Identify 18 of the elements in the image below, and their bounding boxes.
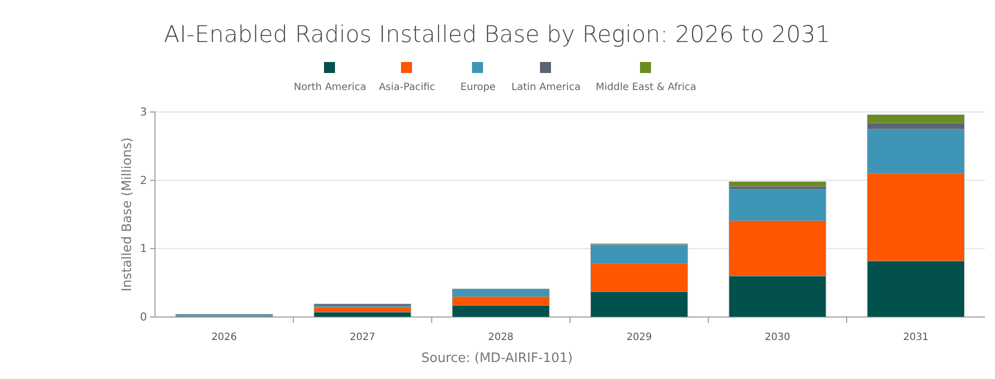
y-tick-label: 0 (140, 310, 147, 324)
x-tick-label: 2029 (626, 332, 652, 343)
y-tick-label: 1 (140, 242, 147, 256)
x-tick-label: 2030 (764, 332, 790, 343)
source-note: Source: (MD-AIRIF-101) (421, 351, 573, 366)
x-tick-label: 2027 (350, 332, 376, 343)
y-tick-label: 2 (140, 174, 147, 187)
legend-label: Asia-Pacific (378, 82, 436, 93)
x-tick-label: 2026 (211, 332, 237, 343)
y-axis-title: Installed Base (Millions) (120, 137, 135, 292)
legend-label: Latin America (511, 82, 581, 93)
legend-label: North America (294, 82, 366, 93)
legend-label: Middle East & Africa (596, 82, 696, 93)
x-tick-label: 2031 (903, 332, 929, 343)
legend-label: Europe (460, 82, 496, 93)
y-tick-label: 3 (140, 106, 147, 119)
chart-title: AI-Enabled Radios Installed Base by Region: 2026 to 2031 (164, 22, 830, 48)
x-tick-label: 2028 (488, 332, 514, 343)
